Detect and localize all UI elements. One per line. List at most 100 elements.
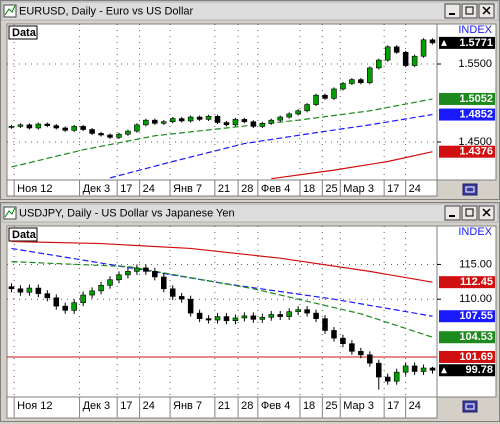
legend-label: Data [12,229,37,241]
candle-body [420,39,427,57]
corner-button[interactable] [462,183,478,196]
candle-body [393,371,400,382]
candle-body [143,267,149,272]
candle-body [402,365,409,373]
x-tick-label: 17 [387,400,399,412]
window-icon [3,4,17,18]
candle-body [53,125,60,129]
plot-area [6,23,438,181]
candle-body [26,124,33,129]
price-tag-label: 101.69 [459,351,493,363]
candle-body [331,88,337,99]
price-tag [439,310,495,323]
candle-body [169,288,176,297]
price-tag [439,36,495,49]
candle-body [277,116,283,121]
corner-button[interactable] [462,400,478,413]
x-tick-label: Фев 4 [261,400,291,412]
last-price-marker [441,367,447,374]
maximize-button[interactable] [461,3,478,19]
price-tag [439,276,495,289]
candle-body [107,134,113,138]
candle-body [196,312,203,319]
candle-body [429,367,436,371]
candle-body [349,343,355,352]
title-bar [1,1,499,21]
price-tag [439,364,495,377]
price-tag-label: 112.45 [460,276,493,288]
candle-body [143,119,149,126]
x-tick-label: 28 [241,400,253,412]
candle-body [232,317,239,322]
candle-body [358,351,364,356]
candle-body [384,376,391,382]
x-tick-label: Мар 3 [343,400,374,412]
candle-body [367,67,373,84]
candle-body [214,316,221,321]
x-tick-label: Янв 7 [173,183,202,195]
candle-body [286,113,292,118]
price-tag [439,350,495,363]
candle-body [420,367,427,372]
minimize-button[interactable] [444,3,461,19]
candle-body [268,119,275,124]
candle-body [304,104,310,112]
maximize-glyph [465,6,474,15]
last-price-marker [441,39,447,46]
candle-body [8,126,15,128]
date-axis [6,179,438,197]
x-tick-label: Ноя 12 [17,183,52,195]
x-tick-label: 21 [218,400,230,412]
x-tick-label: 28 [241,183,253,195]
y-tick-label: 115.00 [459,258,492,270]
candle-body [35,123,42,129]
x-tick-label: Ноя 12 [17,400,52,412]
price-tag [439,331,495,344]
x-tick-label: 17 [120,183,132,195]
candle-body [187,116,194,122]
index-label: INDEX [458,226,492,238]
candle-body [62,305,68,311]
price-tag [439,145,495,158]
candle-body [322,94,328,99]
x-tick-label: Фев 4 [261,183,291,195]
candle-body [71,126,77,131]
y-tick-label: 110.00 [459,293,492,305]
candle-body [62,127,68,131]
candle-body [107,279,113,286]
candle-body [349,79,355,84]
candle-body [340,83,346,90]
price-tag-label: 1.4852 [459,108,493,120]
candle-body [125,130,131,135]
legend-label: Data [12,27,37,39]
maximize-button[interactable] [461,205,478,221]
moving-average [271,151,433,180]
minimize-button[interactable] [444,205,461,221]
candle-body [205,318,212,321]
candle-body [116,274,122,281]
candle-body [26,287,33,293]
candle-body [44,293,51,299]
corner-button-glyph [465,403,475,410]
price-tag [439,108,495,121]
price-tag [439,92,495,105]
candle-body [98,133,104,136]
candle-body [53,297,60,307]
x-tick-label: Янв 7 [173,400,202,412]
x-tick-label: 17 [120,400,132,412]
candle-body [89,129,95,134]
candle-body [304,309,310,314]
moving-average [11,261,433,338]
candle-body [80,294,86,303]
maximize-glyph [465,208,474,217]
candle-body [241,315,248,319]
candle-body [393,46,400,53]
candle-body [376,362,382,378]
close-glyph [482,208,491,217]
candle-body [134,124,140,132]
window-icon-glyph [4,207,16,218]
price-tag-label: 1.5771 [459,37,493,49]
x-tick-label: 18 [303,183,315,195]
candle-body [80,126,86,130]
x-tick-label: 24 [143,183,155,195]
